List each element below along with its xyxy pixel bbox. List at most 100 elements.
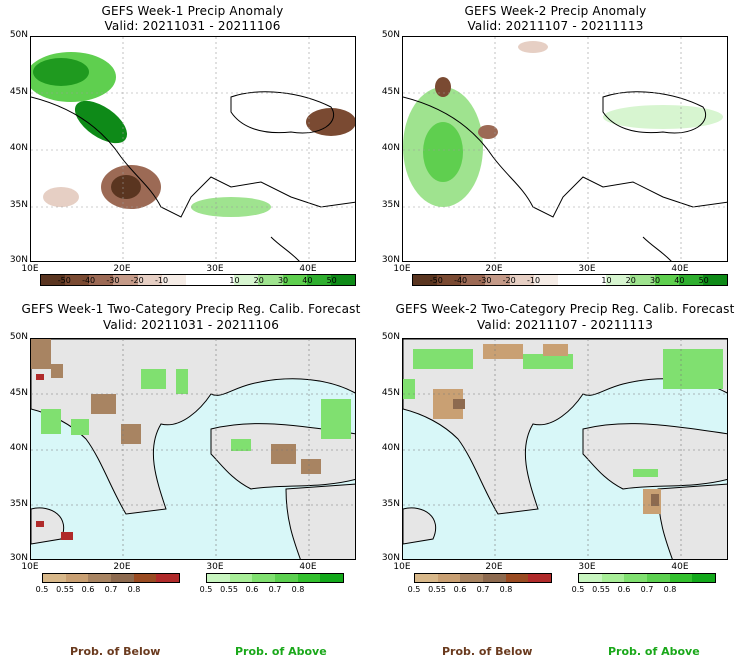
map-canvas xyxy=(31,37,355,261)
wet-anomaly-core xyxy=(74,100,128,144)
lon-label: 10E xyxy=(21,264,39,274)
colorbar-swatch xyxy=(282,275,307,285)
colorbar-swatch xyxy=(692,574,716,582)
lat-label: 50N xyxy=(381,332,400,342)
colorbar-swatch xyxy=(137,275,162,285)
colorbar-swatch xyxy=(606,275,631,285)
above-probability-colorbar xyxy=(206,573,344,583)
coastline xyxy=(270,236,300,261)
dry-anomaly-core xyxy=(478,125,498,139)
colorbar-tick-label: 0.6 xyxy=(81,585,95,594)
lat-label: 50N xyxy=(9,30,28,40)
levant-land xyxy=(285,483,355,559)
lat-label: 50N xyxy=(381,30,400,40)
colorbar-swatch xyxy=(415,574,438,582)
colorbar-swatch xyxy=(330,275,356,285)
lat-label: 45N xyxy=(9,388,28,398)
colorbar-swatch xyxy=(505,574,529,582)
colorbar-swatch xyxy=(133,574,157,582)
lat-label: 40N xyxy=(9,143,28,153)
lon-label: 30E xyxy=(206,264,224,274)
wet-anomaly-core xyxy=(423,122,463,182)
panel-title: GEFS Week-2 Precip Anomaly xyxy=(464,4,647,18)
dry-anomaly-region xyxy=(518,41,548,53)
anatolia-land xyxy=(582,423,727,490)
lat-label: 40N xyxy=(9,443,28,453)
lon-label: 30E xyxy=(578,264,596,274)
dry-anomaly-region xyxy=(43,187,79,207)
dry-anomaly-core xyxy=(111,175,141,199)
lat-label: 35N xyxy=(381,200,400,210)
colorbar-tick-label: -40 xyxy=(82,276,96,285)
lat-label: 30N xyxy=(381,255,400,265)
colorbar-swatch xyxy=(320,574,344,582)
lon-label: 40E xyxy=(299,264,317,274)
panel-valid-dates: Valid: 20211031 - 20211106 xyxy=(104,19,281,33)
above-probability-colorbar xyxy=(578,573,716,583)
colorbar-swatch xyxy=(669,574,693,582)
colorbar-tick-label: 0.8 xyxy=(663,585,677,594)
below-probability-colorbar xyxy=(42,573,180,583)
colorbar-tick-label: 0.55 xyxy=(220,585,238,594)
panel-valid-dates: Valid: 20211107 - 20211113 xyxy=(476,318,654,332)
colorbar-swatch xyxy=(557,275,583,285)
black-sea-coastline xyxy=(602,91,706,134)
colorbar-tick-label: -10 xyxy=(526,276,541,285)
colorbar-swatch xyxy=(306,275,331,285)
anomaly-colorbar xyxy=(40,274,356,286)
anomaly-colorbar xyxy=(412,274,728,286)
colorbar-swatch xyxy=(65,275,90,285)
wet-anomaly-region xyxy=(603,105,723,129)
lon-label: 10E xyxy=(393,562,411,572)
colorbar-swatch xyxy=(185,275,211,285)
colorbar-tick-label: 20 xyxy=(625,276,636,285)
map-week2-probability xyxy=(402,338,728,560)
lat-label: 35N xyxy=(9,200,28,210)
colorbar-swatch xyxy=(528,574,552,582)
lon-label: 20E xyxy=(113,562,131,572)
map-week1-probability xyxy=(30,338,356,560)
colorbar-swatch xyxy=(460,574,484,582)
wet-anomaly-core xyxy=(33,58,89,86)
map-canvas xyxy=(403,37,727,261)
colorbar-tick-label: 0.7 xyxy=(268,585,282,594)
colorbar-tick-label: 10 xyxy=(601,276,612,285)
colorbar-tick-label: -40 xyxy=(454,276,468,285)
prob-below-label: Prob. of Below xyxy=(442,645,533,658)
colorbar-swatch xyxy=(582,275,607,285)
colorbar-swatch xyxy=(161,275,186,285)
lat-label: 45N xyxy=(9,87,28,97)
colorbar-swatch xyxy=(89,275,114,285)
colorbar-swatch xyxy=(113,275,138,285)
colorbar-tick-label: 50 xyxy=(326,276,337,285)
land-north xyxy=(31,339,355,515)
lat-label: 30N xyxy=(381,553,400,563)
colorbar-tick-label: 0.6 xyxy=(617,585,631,594)
lon-label: 10E xyxy=(393,264,411,274)
lon-label: 40E xyxy=(671,264,689,274)
colorbar-swatch xyxy=(485,275,510,285)
lon-label: 20E xyxy=(485,562,503,572)
colorbar-swatch xyxy=(702,275,728,285)
prob-above-label: Prob. of Above xyxy=(235,645,327,658)
panel-valid-dates: Valid: 20211107 - 20211113 xyxy=(467,19,644,33)
colorbar-tick-label: 50 xyxy=(698,276,709,285)
colorbar-swatch xyxy=(601,574,625,582)
lat-label: 35N xyxy=(381,499,400,509)
colorbar-tick-label: 40 xyxy=(302,276,313,285)
colorbar-tick-label: 0.7 xyxy=(640,585,654,594)
lat-label: 40N xyxy=(381,443,400,453)
coastline xyxy=(642,236,672,261)
map-canvas xyxy=(403,339,727,559)
panel-title: GEFS Week-2 Two-Category Precip Reg. Cal… xyxy=(395,302,735,316)
colorbar-tick-label: 0.8 xyxy=(127,585,141,594)
colorbar-swatch xyxy=(111,574,134,582)
colorbar-swatch xyxy=(533,275,558,285)
lat-label: 40N xyxy=(381,143,400,153)
colorbar-tick-label: 0.7 xyxy=(104,585,118,594)
colorbar-swatch xyxy=(229,574,253,582)
colorbar-swatch xyxy=(509,275,534,285)
colorbar-swatch xyxy=(678,275,703,285)
land-north xyxy=(403,339,727,515)
panel-title: GEFS Week-1 Two-Category Precip Reg. Cal… xyxy=(21,302,361,316)
